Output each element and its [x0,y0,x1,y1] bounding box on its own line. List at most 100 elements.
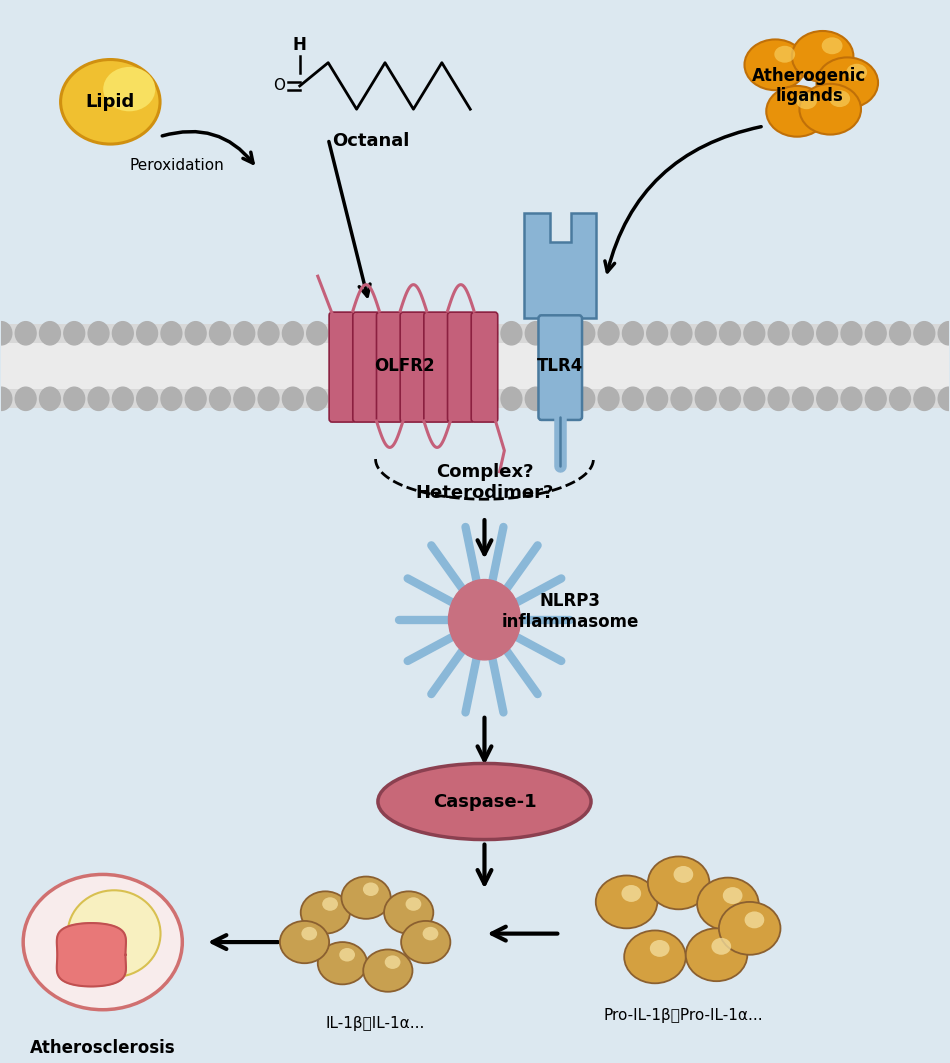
Circle shape [161,387,181,410]
Text: Pro-IL-1β、Pro-IL-1α...: Pro-IL-1β、Pro-IL-1α... [603,1008,763,1023]
FancyBboxPatch shape [400,313,427,422]
Circle shape [501,322,522,344]
Circle shape [64,322,85,344]
Text: O: O [273,79,285,94]
Circle shape [939,387,950,410]
Circle shape [695,322,716,344]
Circle shape [525,322,546,344]
Circle shape [112,322,133,344]
Text: IL-1β、IL-1α...: IL-1β、IL-1α... [326,1016,426,1031]
Circle shape [282,387,303,410]
Ellipse shape [846,64,867,81]
Ellipse shape [621,885,641,901]
Ellipse shape [341,877,390,918]
Circle shape [744,322,765,344]
Text: Complex?
Heterodimer?: Complex? Heterodimer? [415,462,554,502]
Circle shape [719,387,740,410]
Circle shape [380,322,400,344]
Circle shape [380,387,400,410]
Ellipse shape [406,897,421,911]
Text: Atherogenic
ligands: Atherogenic ligands [752,67,866,105]
Ellipse shape [719,901,781,955]
Circle shape [792,322,813,344]
Circle shape [185,387,206,410]
Ellipse shape [624,930,686,983]
Circle shape [40,322,61,344]
Circle shape [307,387,328,410]
Circle shape [598,322,619,344]
Circle shape [865,387,886,410]
Circle shape [598,387,619,410]
Circle shape [234,322,255,344]
Ellipse shape [363,949,412,992]
Text: Peroxidation: Peroxidation [129,157,224,172]
Circle shape [210,387,231,410]
Ellipse shape [829,90,850,107]
Circle shape [477,387,498,410]
Circle shape [404,322,425,344]
Ellipse shape [792,31,853,82]
Text: Lipid: Lipid [86,92,135,111]
Circle shape [0,322,11,344]
Circle shape [210,322,231,344]
Text: Atherosclerosis: Atherosclerosis [30,1040,176,1058]
Ellipse shape [822,37,843,54]
Circle shape [817,322,838,344]
Circle shape [647,387,668,410]
Ellipse shape [745,911,765,928]
Circle shape [452,387,473,410]
Circle shape [550,322,570,344]
Ellipse shape [385,956,401,969]
Circle shape [671,387,692,410]
Circle shape [88,322,109,344]
Ellipse shape [796,92,817,109]
Ellipse shape [401,921,450,963]
Circle shape [185,322,206,344]
FancyBboxPatch shape [424,313,450,422]
Ellipse shape [23,875,182,1010]
FancyBboxPatch shape [352,313,379,422]
Circle shape [841,322,862,344]
Ellipse shape [774,46,795,63]
Circle shape [137,322,158,344]
Circle shape [64,387,85,410]
Ellipse shape [339,948,355,962]
Ellipse shape [648,857,710,909]
Ellipse shape [61,60,160,145]
Circle shape [331,322,352,344]
Polygon shape [57,923,126,986]
Ellipse shape [686,928,748,981]
Ellipse shape [767,86,827,137]
Ellipse shape [596,876,657,928]
Text: Caspase-1: Caspase-1 [432,793,537,810]
FancyBboxPatch shape [329,313,355,422]
Ellipse shape [378,763,591,840]
Circle shape [865,322,886,344]
Circle shape [161,322,181,344]
Polygon shape [524,213,597,319]
Circle shape [15,322,36,344]
Circle shape [889,322,910,344]
Text: Octanal: Octanal [332,132,409,150]
Ellipse shape [67,891,161,977]
Circle shape [792,387,813,410]
Circle shape [355,387,376,410]
Ellipse shape [104,67,155,112]
Ellipse shape [301,892,350,933]
Text: OLFR2: OLFR2 [373,357,434,375]
Circle shape [622,387,643,410]
Circle shape [0,387,11,410]
Circle shape [769,387,789,410]
Circle shape [744,387,765,410]
Circle shape [841,387,862,410]
Ellipse shape [363,882,379,896]
Circle shape [137,387,158,410]
Circle shape [452,322,473,344]
FancyBboxPatch shape [376,313,403,422]
Circle shape [769,322,789,344]
Ellipse shape [674,866,694,883]
Circle shape [525,387,546,410]
Circle shape [574,387,595,410]
Ellipse shape [280,921,329,963]
Circle shape [428,387,449,410]
